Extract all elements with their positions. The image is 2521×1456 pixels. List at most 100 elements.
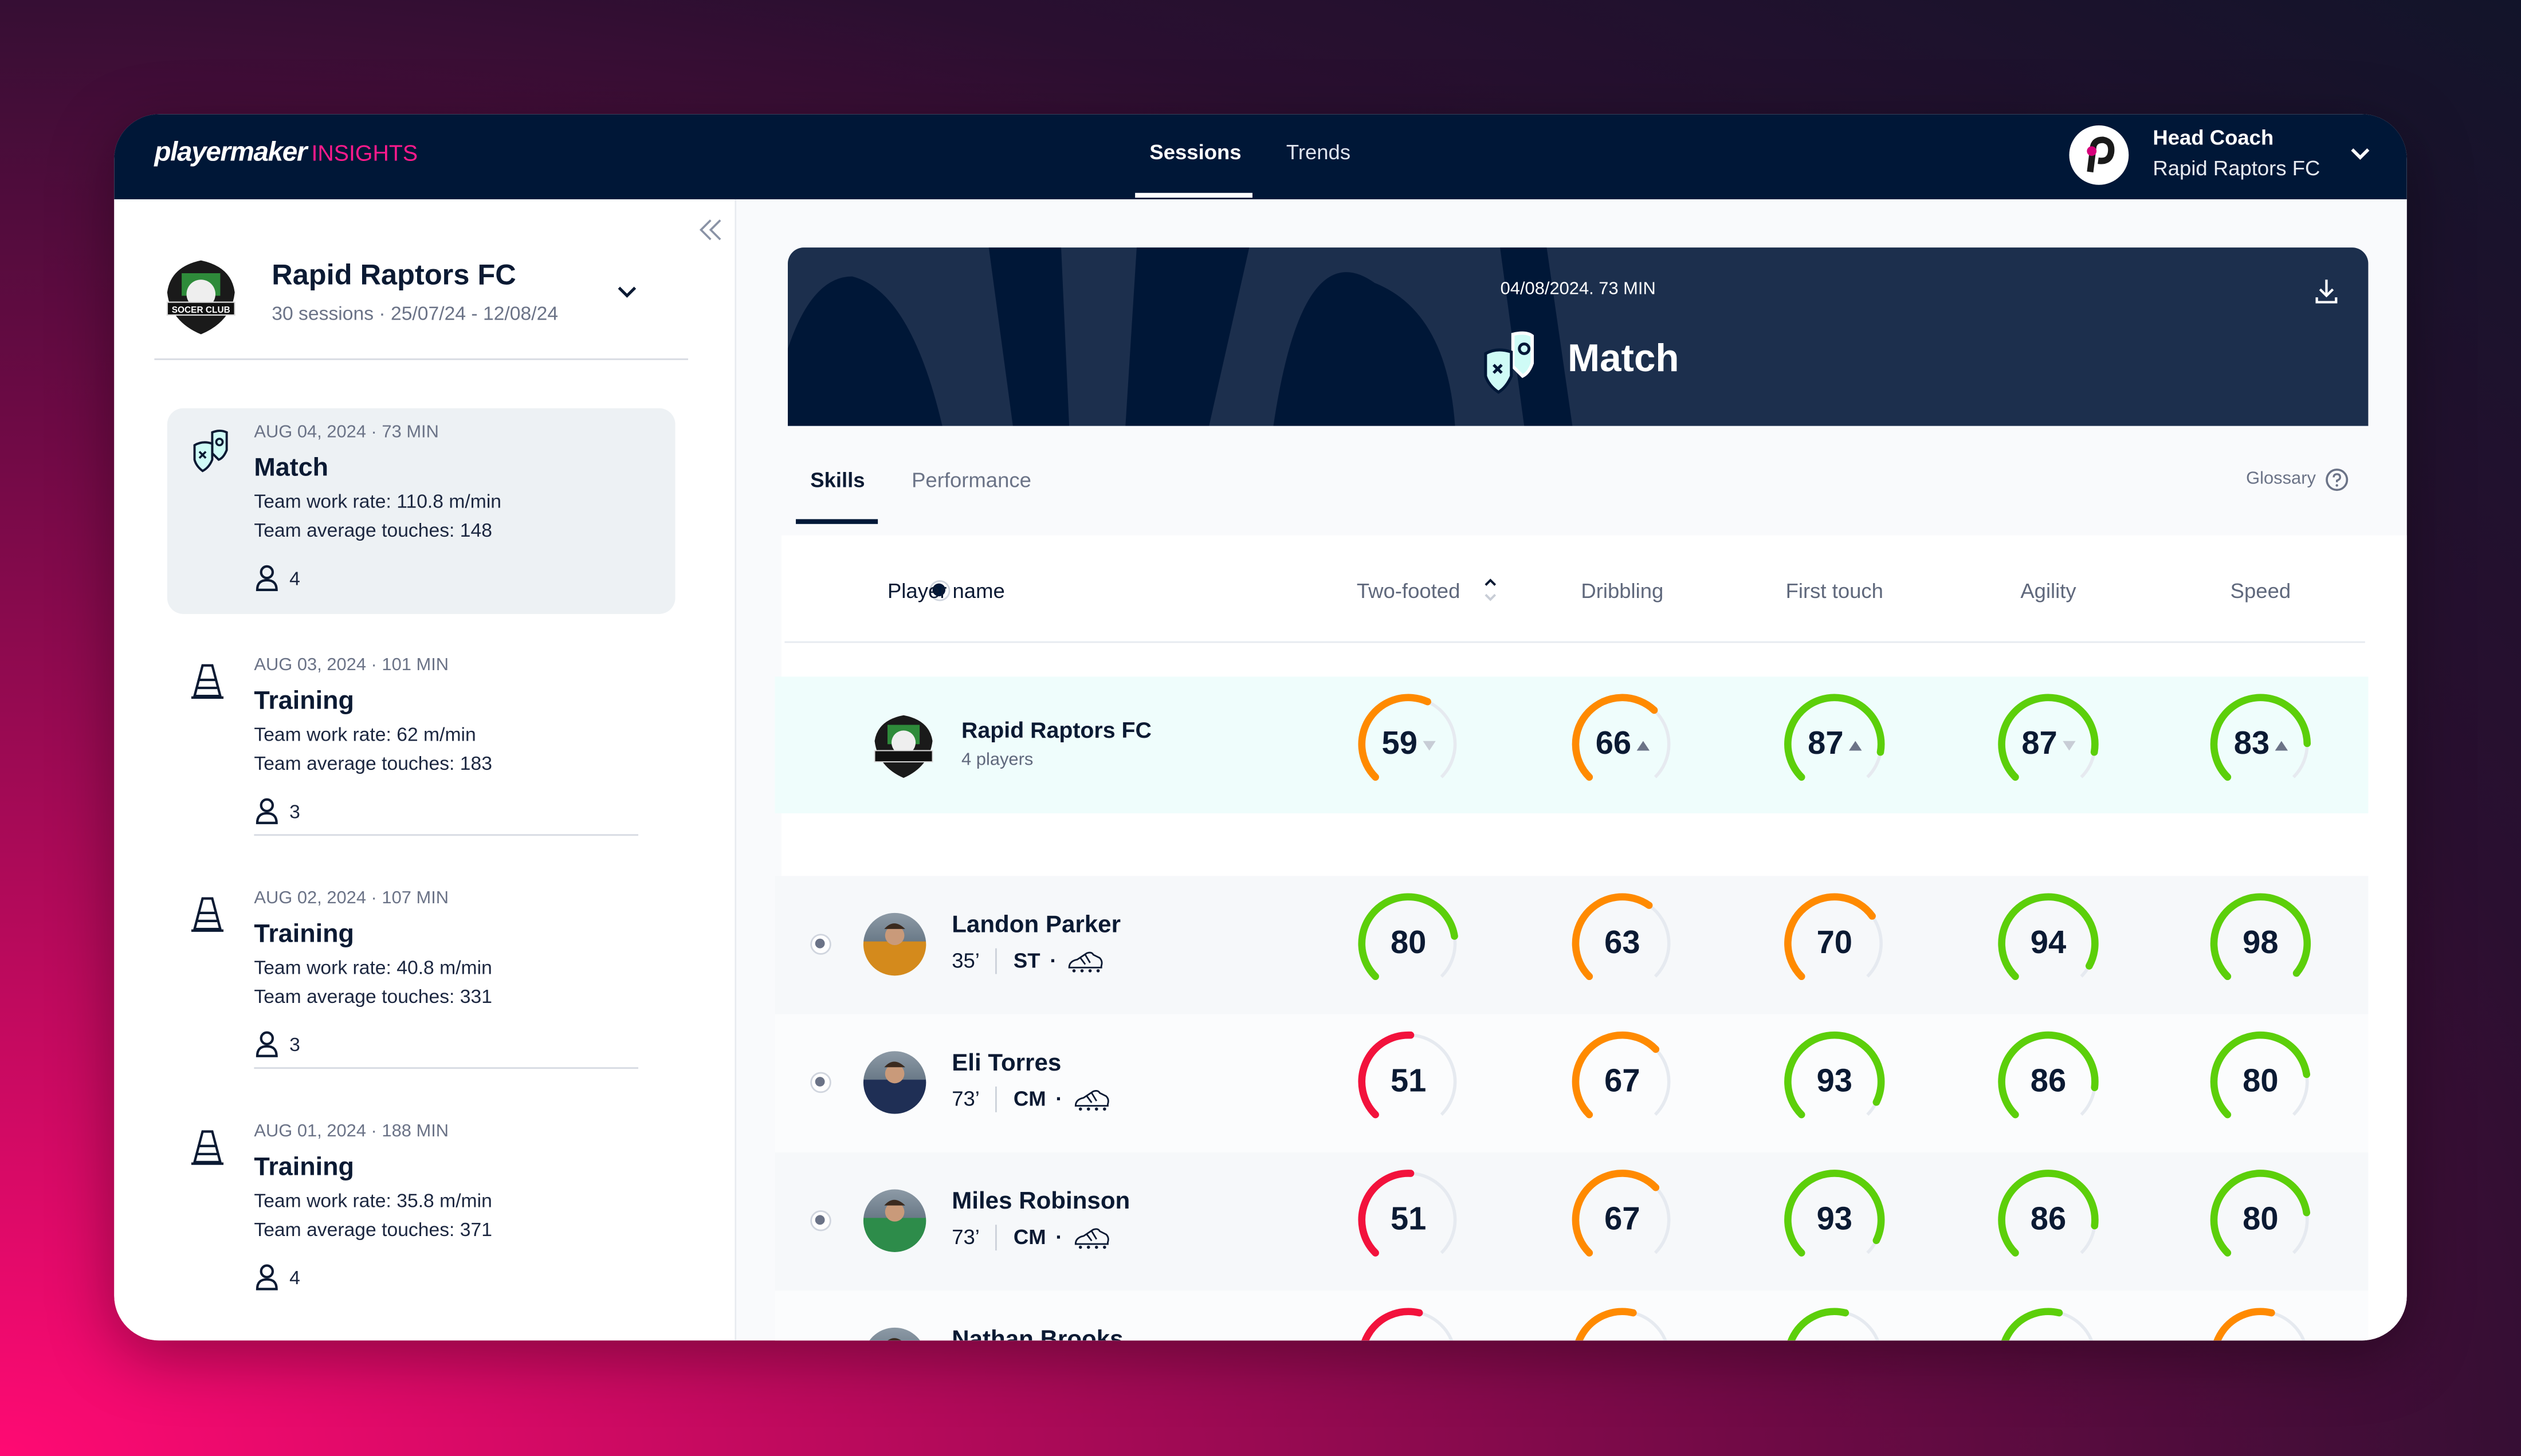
player-name[interactable]: Miles Robinson bbox=[952, 1187, 1130, 1215]
gauge-value: 51 bbox=[1390, 1202, 1427, 1238]
session-item[interactable]: AUG 01, 2024 · 188 MIN Training Team work … bbox=[167, 1107, 676, 1313]
gauge-track bbox=[1653, 709, 1671, 778]
column-header[interactable]: Two-footed bbox=[1356, 579, 1460, 603]
brand-logo[interactable]: playermaker INSIGHTS bbox=[154, 137, 418, 169]
session-touches: Team average touches: 148 bbox=[254, 519, 492, 542]
skill-gauge bbox=[1784, 694, 1885, 781]
gauge-track bbox=[1419, 1311, 1454, 1341]
trend-down-icon bbox=[2062, 741, 2075, 751]
glossary-link[interactable]: Glossary bbox=[2246, 469, 2316, 489]
session-touches: Team average touches: 183 bbox=[254, 752, 492, 775]
gauge-value: 66 bbox=[1595, 726, 1632, 762]
user-avatar[interactable] bbox=[2069, 125, 2129, 185]
column-header[interactable]: Speed bbox=[2230, 579, 2291, 603]
column-header[interactable]: Agility bbox=[2020, 579, 2076, 603]
gauge-value-group: 66 bbox=[1582, 725, 1662, 764]
gauge-track bbox=[1410, 1033, 1457, 1116]
skill-gauge bbox=[1572, 1031, 1671, 1119]
skill-gauge bbox=[1998, 1031, 2099, 1119]
gauge-fill bbox=[1361, 1308, 1423, 1341]
gauge-track bbox=[1410, 1171, 1457, 1254]
gauge-value-group: 94 bbox=[2008, 924, 2088, 963]
session-type: Training bbox=[254, 920, 355, 949]
gauge-fill bbox=[1784, 893, 1876, 981]
sort-icon[interactable] bbox=[1482, 576, 1498, 613]
training-cone-icon bbox=[190, 660, 225, 710]
divider bbox=[254, 834, 639, 836]
player-name[interactable]: Landon Parker bbox=[952, 911, 1121, 939]
player-row[interactable]: Nathan Brooks bbox=[775, 1290, 2369, 1341]
gauge-fill bbox=[1787, 1308, 1849, 1341]
column-player-name[interactable]: Player name bbox=[887, 579, 1005, 603]
help-circle-icon[interactable] bbox=[2326, 468, 2350, 492]
skill-gauge bbox=[1784, 1170, 1885, 1257]
gauge-fill bbox=[2210, 893, 2311, 981]
collapse-sidebar-icon[interactable] bbox=[699, 219, 722, 241]
gauge-track bbox=[1427, 700, 1457, 778]
gauge-value-group: 59 bbox=[1368, 725, 1448, 764]
skills-table: Player name Two-footed Dribbling First touc… bbox=[775, 535, 2407, 1341]
divider bbox=[254, 1067, 639, 1069]
club-crest-logo: SOCER CLUB bbox=[166, 260, 235, 335]
skill-gauge bbox=[1358, 1170, 1457, 1257]
player-select-radio[interactable] bbox=[810, 1210, 831, 1231]
gauge-fill bbox=[1572, 1031, 1660, 1119]
team-summary-row[interactable]: Rapid Raptors FC 4 players 59 66 87 87 83 bbox=[775, 676, 2369, 813]
session-touches: Team average touches: 331 bbox=[254, 985, 492, 1008]
user-team: Rapid Raptors FC bbox=[2153, 156, 2320, 180]
tab-skills[interactable]: Skills bbox=[810, 467, 865, 492]
gauge-value-group: 67 bbox=[1582, 1063, 1662, 1101]
gauge-fill bbox=[1998, 893, 2099, 981]
trend-up-icon bbox=[1848, 741, 1862, 751]
chevron-down-icon[interactable] bbox=[2351, 146, 2370, 162]
player-row[interactable]: Eli Torres 73’ CM · 51 67 93 86 80 bbox=[775, 1014, 2369, 1152]
player-row[interactable]: Landon Parker 35’ ST · 80 63 70 94 98 bbox=[775, 876, 2369, 1014]
nav-tab-trends[interactable]: Trends bbox=[1286, 140, 1351, 164]
gauge-fill bbox=[2210, 1170, 2311, 1257]
download-icon[interactable] bbox=[2315, 278, 2338, 304]
player-name[interactable]: Nathan Brooks bbox=[952, 1326, 1124, 1341]
player-name[interactable]: Eli Torres bbox=[952, 1049, 1062, 1077]
player-position: CM bbox=[1013, 1086, 1046, 1111]
session-work-rate: Team work rate: 40.8 m/min bbox=[254, 956, 492, 979]
session-item[interactable]: AUG 04, 2024 · 73 MIN Match Team work rate… bbox=[167, 408, 676, 614]
session-item[interactable]: AUG 03, 2024 · 101 MIN Training Team work … bbox=[167, 642, 676, 847]
match-shields-icon bbox=[190, 427, 238, 481]
player-select-radio[interactable] bbox=[810, 934, 831, 955]
select-all-radio[interactable] bbox=[929, 580, 951, 601]
player-avatar bbox=[863, 912, 926, 976]
user-role: Head Coach bbox=[2153, 125, 2274, 149]
user-menu[interactable]: Head Coach Rapid Raptors FC bbox=[2153, 125, 2320, 182]
nav-tab-sessions[interactable]: Sessions bbox=[1149, 140, 1242, 164]
gauge-value: 67 bbox=[1604, 1064, 1640, 1100]
player-select-radio[interactable] bbox=[810, 1072, 831, 1093]
club-session-summary: 30 sessions · 25/07/24 - 12/08/24 bbox=[272, 302, 559, 325]
skill-gauge bbox=[1572, 893, 1671, 981]
gauge-fill bbox=[1572, 1170, 1660, 1257]
person-icon bbox=[254, 1030, 280, 1058]
column-header[interactable]: First touch bbox=[1785, 579, 1883, 603]
gauge-value-group: 87 bbox=[2008, 725, 2088, 764]
player-info: Eli Torres 73’ CM · bbox=[952, 1049, 1111, 1112]
player-row[interactable]: Miles Robinson 73’ CM · 51 67 93 86 80 bbox=[775, 1152, 2369, 1291]
tab-performance[interactable]: Performance bbox=[912, 467, 1031, 492]
session-item[interactable]: AUG 02, 2024 · 107 MIN Training Team work … bbox=[167, 875, 676, 1080]
gauge-fill bbox=[2210, 694, 2311, 781]
skill-gauge bbox=[2210, 1170, 2311, 1257]
preferred-foot-boot-icon bbox=[1072, 1088, 1110, 1111]
brand-name: playermaker bbox=[154, 136, 307, 167]
gauge-fill bbox=[1784, 694, 1885, 781]
player-count: 4 bbox=[289, 1265, 300, 1289]
radio-dot bbox=[815, 1215, 825, 1225]
gauge-fill bbox=[2210, 1031, 2311, 1119]
training-cone-icon bbox=[190, 1127, 225, 1176]
glossary-button[interactable]: Glossary bbox=[2246, 468, 2350, 492]
gauge-fill bbox=[1998, 1170, 2099, 1257]
gauge-fill bbox=[1784, 1031, 1885, 1119]
skill-gauge bbox=[1361, 1308, 1454, 1341]
club-dropdown-chevron-icon[interactable] bbox=[618, 285, 637, 301]
skill-gauge bbox=[2213, 1308, 2306, 1341]
column-header[interactable]: Dribbling bbox=[1581, 579, 1664, 603]
gauge-fill bbox=[1358, 1170, 1415, 1257]
